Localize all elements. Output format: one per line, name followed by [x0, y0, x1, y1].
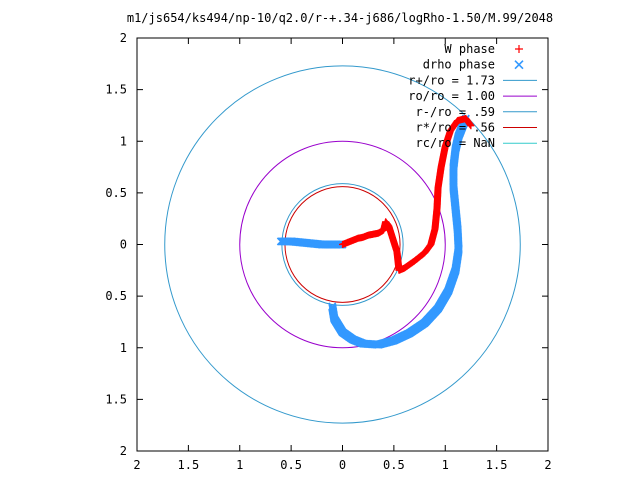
data-point: [514, 60, 524, 70]
data-series: [276, 114, 475, 349]
legend-label: r+/ro = 1.73: [408, 73, 495, 87]
legend-label: r*/ro = .56: [416, 121, 495, 135]
x-tick-label: 1: [442, 458, 449, 472]
y-tick-label: 0.5: [105, 186, 127, 200]
y-tick-label: 2: [120, 444, 127, 458]
x-tick-label: 0: [339, 458, 346, 472]
y-tick-label: 2: [120, 31, 127, 45]
x-tick-label: 0.5: [280, 458, 302, 472]
y-tick-label: 1: [120, 134, 127, 148]
reference-circle: [164, 65, 521, 424]
legend-label: rc/ro = NaN: [416, 136, 495, 150]
x-tick-label: 1.5: [486, 458, 508, 472]
x-tick-label: 0.5: [383, 458, 405, 472]
series-drho-phase: [276, 114, 470, 349]
x-tick-label: 2: [544, 458, 551, 472]
y-tick-label: 1.5: [105, 83, 127, 97]
legend-label: W phase: [444, 42, 495, 56]
x-tick-label: 1: [236, 458, 243, 472]
reference-circle: [239, 140, 446, 349]
chart-title: m1/js654/ks494/np-10/q2.0/r-+.34-j686/lo…: [127, 11, 553, 25]
data-point: [515, 45, 523, 53]
data-point: [467, 122, 475, 130]
legend-label: drho phase: [423, 58, 495, 72]
series-w-phase: [339, 115, 475, 274]
legend-label: r-/ro = .59: [416, 105, 495, 119]
legend-label: ro/ro = 1.00: [408, 89, 495, 103]
y-tick-label: 1: [120, 341, 127, 355]
y-tick-label: 1.5: [105, 392, 127, 406]
axis-ticks: 2 1.5 1 0.5 0 0.5 1 1.5 221.510.500.511.52: [105, 31, 551, 472]
x-tick-label: 2: [133, 458, 140, 472]
x-tick-label: 1.5: [178, 458, 200, 472]
y-tick-label: 0: [120, 238, 127, 252]
y-tick-label: 0.5: [105, 289, 127, 303]
